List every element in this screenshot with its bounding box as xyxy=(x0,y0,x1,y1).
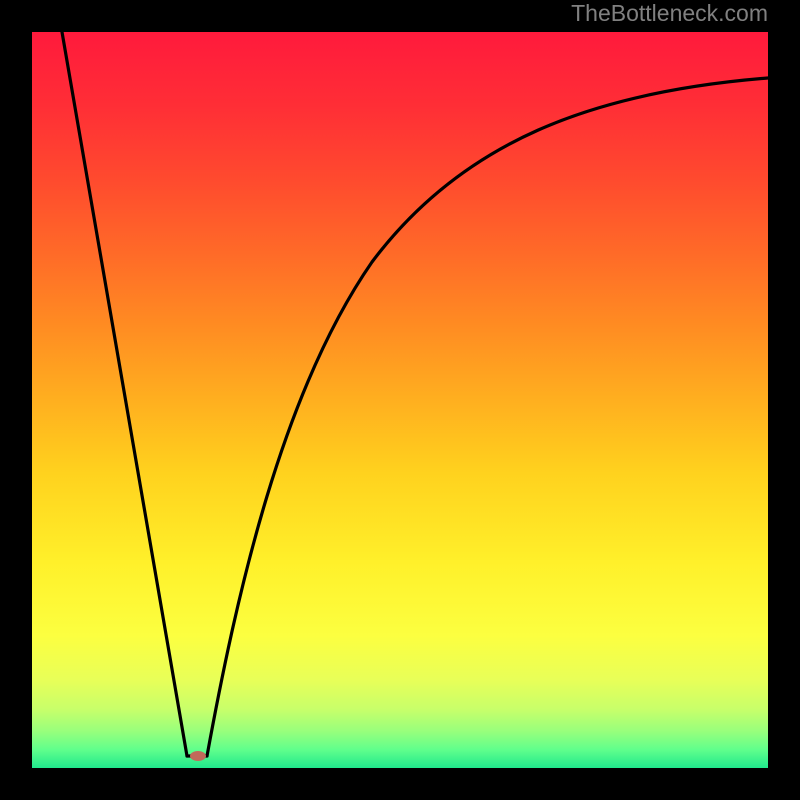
watermark-text: TheBottleneck.com xyxy=(571,0,768,27)
minimum-marker xyxy=(190,751,206,761)
bottleneck-curve xyxy=(32,32,768,768)
chart-plot-area xyxy=(32,32,768,768)
